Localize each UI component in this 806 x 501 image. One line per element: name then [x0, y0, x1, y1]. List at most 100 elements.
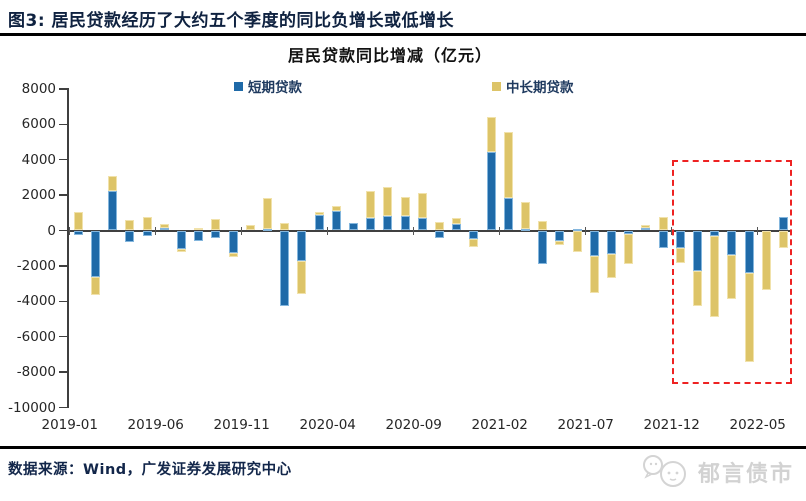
x-axis-tick [68, 226, 71, 235]
footer-divider [0, 446, 806, 449]
data-source-note: 数据来源：Wind，广发证券发展研究中心 [8, 462, 292, 478]
y-axis-tick [59, 88, 67, 90]
bar-segment-short-2020-09 [417, 218, 427, 231]
bar-segment-short-2021-08 [607, 230, 616, 255]
y-axis-tick [59, 406, 67, 409]
bar-segment-short-2019-07 [177, 230, 186, 250]
bar-segment-long-2019-09 [211, 218, 221, 231]
bar-segment-long-2021-11 [658, 216, 668, 231]
bar-segment-short-2022-01 [693, 230, 702, 271]
y-axis-tick-label: -8000 [16, 364, 56, 381]
bar-segment-long-2019-03 [108, 175, 118, 191]
bar-segment-long-2021-01 [486, 117, 496, 153]
bar-segment-short-2021-07 [589, 230, 599, 256]
bar-segment-long-2022-02 [710, 235, 720, 317]
y-axis-tick [59, 123, 67, 126]
bar-segment-short-2019-02 [91, 230, 100, 278]
bar-segment-long-2022-04 [744, 273, 754, 363]
y-axis-tick-label: -2000 [16, 257, 56, 274]
brand-watermark: 郁言债市 [640, 452, 794, 492]
bar-segment-long-2019-05 [142, 217, 152, 231]
bar-segment-short-2019-01 [73, 230, 83, 235]
bar-segment-long-2021-03 [521, 202, 530, 229]
bar-segment-short-2019-04 [125, 230, 135, 242]
bar-segment-long-2020-08 [400, 197, 410, 216]
bar-segment-long-2020-09 [417, 193, 427, 219]
legend-label-medium-long-term: 中长期贷款 [506, 80, 574, 96]
x-axis-tick [584, 226, 587, 235]
legend-item-medium-long-term: 中长期贷款 [492, 76, 574, 96]
y-axis-tick-label: -4000 [16, 293, 56, 310]
bar-segment-long-2022-01 [693, 270, 702, 307]
bar-segment-long-2021-08 [607, 254, 616, 278]
bar-segment-long-2019-11 [245, 225, 255, 231]
bar-segment-long-2021-06 [572, 230, 582, 252]
bar-segment-short-2021-12 [675, 230, 685, 249]
bar-segment-short-2021-02 [503, 198, 513, 231]
x-axis-tick-label: 2021-07 [557, 417, 614, 433]
bar-segment-long-2020-07 [383, 187, 393, 217]
y-axis-tick [59, 300, 67, 303]
x-axis-tick [326, 226, 329, 235]
bar-segment-short-2019-12 [263, 228, 272, 231]
bar-segment-long-2020-06 [366, 191, 376, 218]
bar-segment-long-2019-02 [91, 277, 100, 296]
bar-segment-long-2019-10 [228, 253, 238, 258]
y-axis-tick [59, 229, 67, 232]
bar-segment-long-2019-04 [125, 219, 135, 231]
bar-segment-short-2021-05 [555, 230, 565, 241]
y-axis-tick [59, 265, 67, 267]
x-axis-tick [154, 226, 157, 235]
bar-segment-short-2021-10 [641, 227, 651, 231]
bar-segment-short-2021-09 [624, 230, 634, 234]
y-axis-tick-label: 0 [47, 222, 56, 239]
bar-segment-short-2020-07 [383, 216, 393, 231]
bar-segment-short-2019-08 [194, 230, 204, 242]
bar-segment-short-2020-08 [400, 215, 410, 231]
x-axis-tick-label: 2021-12 [643, 417, 700, 433]
bar-segment-long-2021-05 [555, 240, 565, 245]
bar-segment-short-2020-01 [280, 230, 290, 306]
bar-segment-long-2021-09 [624, 233, 634, 264]
bar-segment-long-2020-12 [469, 239, 479, 247]
bar-segment-short-2020-11 [452, 224, 462, 231]
x-axis-tick-label: 2020-04 [299, 417, 356, 433]
bar-segment-short-2019-05 [142, 230, 152, 236]
y-axis-tick-label: 6000 [21, 116, 56, 133]
bar-segment-long-2020-03 [314, 211, 324, 216]
bar-segment-short-2019-09 [211, 230, 221, 239]
bar-segment-short-2022-02 [710, 230, 720, 236]
bar-segment-long-2021-02 [503, 132, 513, 199]
bar-segment-long-2020-01 [280, 223, 290, 231]
bar-segment-long-2020-11 [452, 218, 462, 225]
bar-segment-short-2022-04 [744, 230, 754, 274]
bar-segment-short-2020-06 [366, 217, 376, 231]
x-axis-tick-label: 2020-09 [385, 417, 442, 433]
bar-segment-short-2021-01 [486, 152, 496, 231]
y-axis-line [67, 88, 69, 408]
bar-segment-short-2020-05 [349, 222, 358, 231]
bar-segment-long-2021-10 [641, 225, 651, 228]
bar-segment-long-2019-12 [263, 197, 272, 229]
y-axis-tick-label: -6000 [16, 328, 56, 345]
x-axis-tick [240, 226, 243, 235]
chart-legend: 短期贷款 中长期贷款 [0, 76, 806, 96]
x-axis-tick [756, 226, 759, 235]
x-axis-tick-label: 2019-01 [41, 417, 98, 433]
legend-swatch-yellow [492, 81, 501, 91]
bar-segment-short-2022-03 [727, 230, 737, 256]
title-divider [0, 33, 806, 36]
bar-segment-long-2020-04 [331, 205, 341, 212]
bar-segment-long-2019-01 [73, 211, 83, 231]
x-axis-tick-label: 2019-06 [127, 417, 184, 433]
y-axis-tick-label: -10000 [8, 399, 56, 416]
plot-area: 8000 6000 4000 2000 0 -2000 -4000 -6000 -8000 -10… [8, 81, 793, 433]
bar-segment-long-2020-10 [435, 222, 444, 231]
figure-title: 图3: 居民贷款经历了大约五个季度的同比负增长或低增长 [8, 11, 455, 31]
bar-segment-short-2021-03 [521, 228, 530, 231]
bar-segment-short-2021-06 [572, 228, 582, 231]
bar-segment-short-2021-11 [658, 230, 668, 248]
y-axis-tick-label: 8000 [21, 80, 56, 97]
zero-axis-line [68, 229, 792, 232]
